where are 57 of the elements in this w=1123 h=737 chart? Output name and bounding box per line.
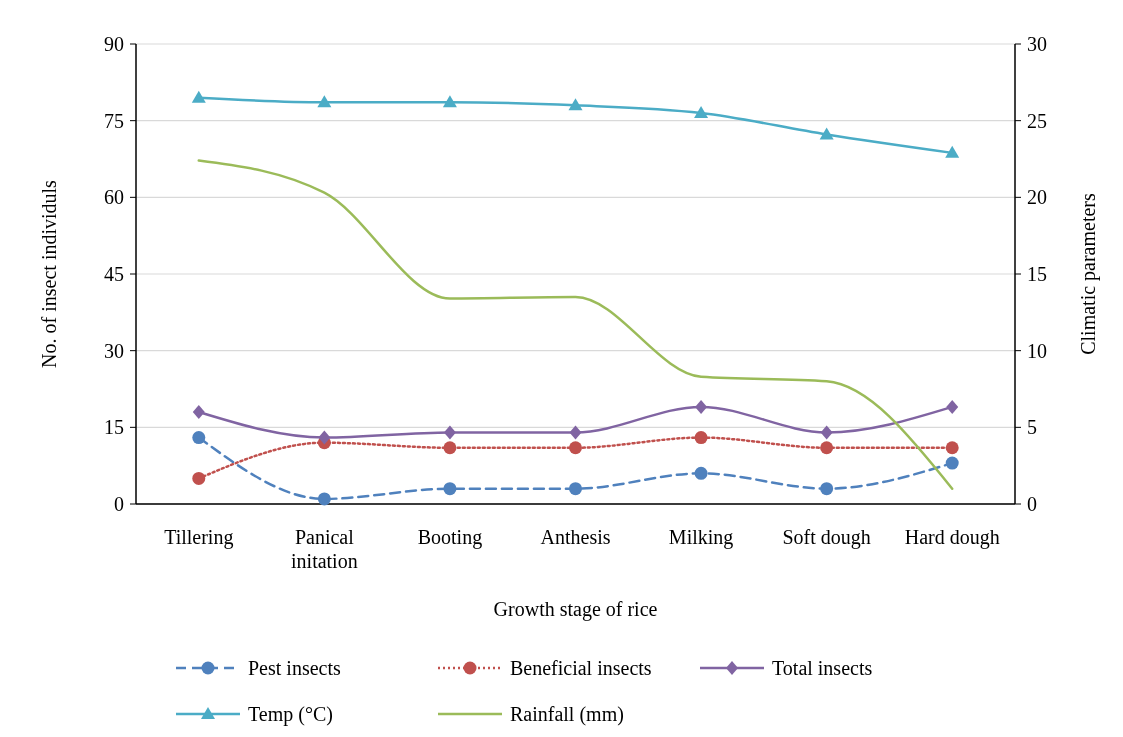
x-tick-label: Soft dough [782, 526, 871, 549]
x-tick-label: Anthesis [540, 526, 611, 548]
point [443, 482, 457, 496]
y2-tick-label: 25 [1027, 109, 1047, 132]
point [820, 441, 834, 455]
y2-tick-label: 15 [1027, 263, 1047, 285]
y2-tick-label: 20 [1027, 186, 1047, 209]
y2-tick-label: 10 [1027, 339, 1047, 362]
x-tick-label: Panical initation [291, 526, 358, 572]
point [945, 441, 959, 455]
y-tick-label: 45 [104, 263, 124, 285]
point [820, 482, 834, 496]
legend-label: Pest insects [248, 657, 341, 679]
y-tick-label: 60 [104, 186, 124, 209]
point [569, 425, 582, 440]
legend-label: Total insects [772, 657, 873, 679]
point [945, 456, 959, 470]
point [819, 127, 834, 140]
point [694, 431, 708, 445]
point [442, 95, 457, 108]
point [695, 399, 708, 414]
legend-label: Temp (°C) [248, 703, 333, 726]
y2-tick-label: 0 [1027, 493, 1037, 515]
y-tick-label: 0 [114, 493, 124, 515]
point [318, 430, 331, 445]
point [191, 90, 206, 103]
y2-tick-label: 30 [1027, 33, 1047, 55]
y2-tick-label: 5 [1027, 416, 1037, 439]
point [443, 425, 456, 440]
x-tick-label: Booting [417, 526, 483, 549]
legend-label: Beneficial insects [510, 657, 652, 679]
legend-label: Rainfall (mm) [510, 703, 624, 726]
y2-axis-title: Climatic parameters [1077, 192, 1100, 355]
point [945, 145, 960, 158]
y-axis-title: No. of insect individuls [38, 179, 60, 368]
x-tick-label: Milking [668, 526, 734, 549]
point [317, 95, 332, 108]
point [569, 441, 582, 455]
point [820, 425, 833, 440]
point [317, 492, 331, 506]
point [694, 466, 708, 480]
point [568, 98, 583, 111]
x-tick-label: Hard dough [904, 526, 1000, 549]
point [443, 441, 457, 455]
point [569, 482, 582, 496]
y-tick-label: 15 [104, 416, 124, 439]
x-axis-title: Growth stage of rice [493, 598, 658, 621]
point [694, 106, 709, 118]
line-series [197, 159, 954, 490]
point [192, 431, 206, 445]
x-tick-label: Tillering [164, 526, 234, 549]
y-tick-label: 75 [104, 109, 124, 132]
point [946, 399, 959, 414]
point [192, 471, 206, 485]
y-tick-label: 90 [104, 33, 124, 55]
point [192, 405, 205, 419]
y-tick-label: 30 [104, 339, 124, 362]
